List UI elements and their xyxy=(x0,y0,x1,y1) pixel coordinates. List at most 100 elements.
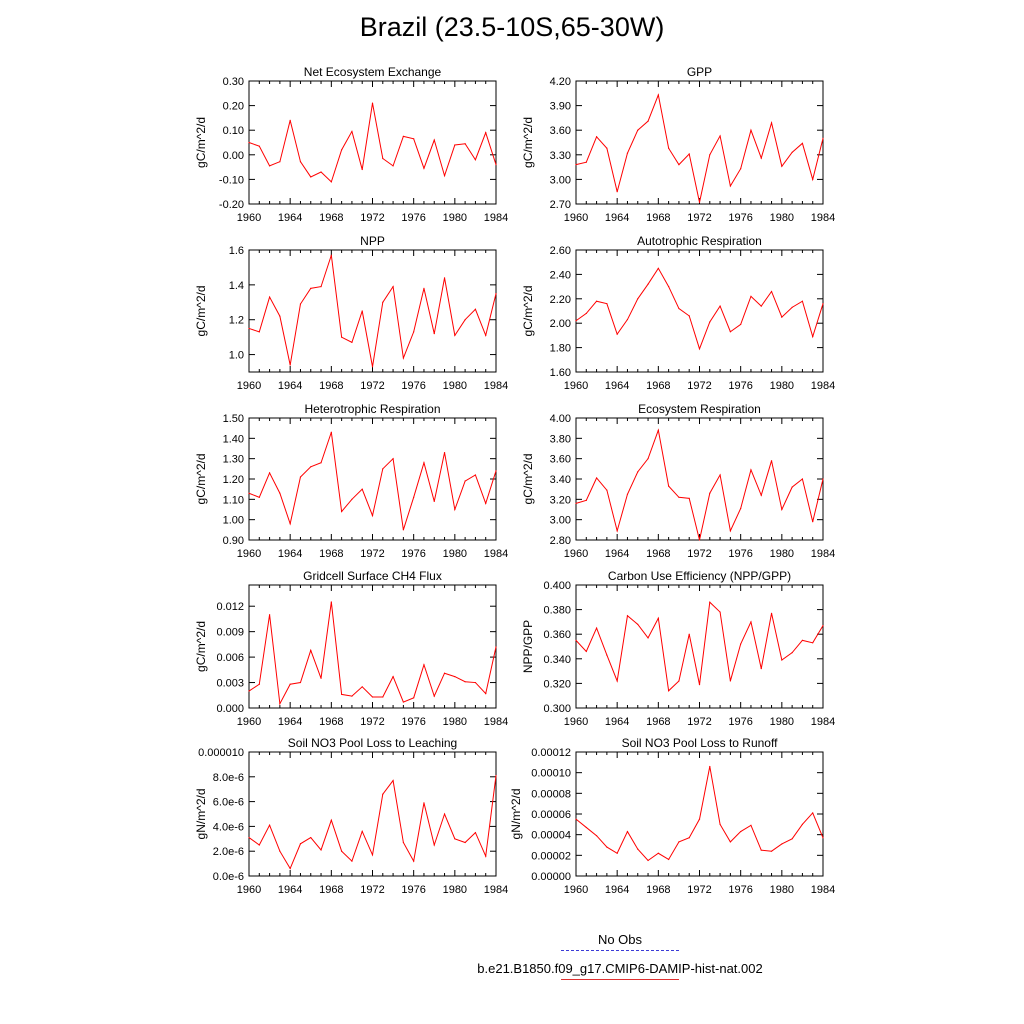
y-tick-label: 0.20 xyxy=(223,101,244,113)
data-point xyxy=(279,703,281,705)
y-axis-label: gC/m^2/d xyxy=(194,286,208,337)
data-point xyxy=(341,149,343,151)
data-point xyxy=(575,164,577,166)
y-tick-label: 6.0e-6 xyxy=(213,797,244,809)
y-tick-label: 1.30 xyxy=(223,454,244,466)
data-point xyxy=(258,496,260,498)
chart-panel-1: Net Ecosystem Exchange gC/m^2/d 1960 1964 19… xyxy=(194,65,508,224)
y-tick-label: 3.60 xyxy=(550,125,571,137)
data-point xyxy=(299,681,302,684)
data-point xyxy=(474,832,477,834)
data-point xyxy=(454,676,456,678)
data-point xyxy=(464,841,466,844)
data-point xyxy=(454,334,456,336)
x-tick-label: 1968 xyxy=(646,884,670,896)
data-point xyxy=(485,334,487,336)
chart-title: Gridcell Surface CH4 Flux xyxy=(303,569,442,583)
data-point xyxy=(371,366,374,368)
y-axis-label: NPP/GPP xyxy=(521,620,535,673)
data-point xyxy=(770,850,773,852)
plot-frame xyxy=(248,249,497,373)
data-point xyxy=(770,612,773,614)
data-point xyxy=(770,290,773,293)
x-tick-label: 1968 xyxy=(319,716,343,728)
data-point xyxy=(698,539,701,541)
data-point xyxy=(709,154,711,156)
data-point xyxy=(781,508,783,511)
data-point xyxy=(709,601,711,603)
data-point xyxy=(382,468,384,470)
data-point xyxy=(299,476,302,478)
data-point xyxy=(443,175,446,177)
data-point xyxy=(595,136,598,138)
chart-title: GPP xyxy=(687,65,712,79)
y-tick-label: 1.80 xyxy=(550,343,571,355)
data-point xyxy=(495,164,497,166)
y-tick-label: 0.00008 xyxy=(531,788,571,800)
data-point xyxy=(413,331,415,333)
data-point xyxy=(464,681,466,683)
data-point xyxy=(812,812,814,814)
data-point xyxy=(474,159,477,161)
data-point xyxy=(678,307,680,310)
x-tick-label: 1984 xyxy=(484,212,508,224)
data-point xyxy=(678,841,680,843)
data-point xyxy=(698,684,701,686)
data-point xyxy=(688,315,690,317)
data-point xyxy=(606,489,608,491)
data-point xyxy=(647,637,649,639)
x-tick-label: 1964 xyxy=(278,212,302,224)
x-tick-label: 1984 xyxy=(484,716,508,728)
data-point xyxy=(668,858,670,861)
data-point xyxy=(801,300,804,302)
x-tick-label: 1976 xyxy=(401,212,425,224)
y-tick-label: -0.20 xyxy=(219,199,244,211)
y-tick-label: 3.20 xyxy=(550,494,571,506)
y-tick-label: 2.20 xyxy=(550,294,571,306)
y-tick-label: 3.80 xyxy=(550,433,571,445)
data-point xyxy=(822,303,824,305)
data-point xyxy=(474,474,477,476)
x-tick-label: 1984 xyxy=(811,884,835,896)
x-tick-label: 1976 xyxy=(401,380,425,392)
x-tick-label: 1980 xyxy=(443,380,467,392)
data-point xyxy=(279,492,281,494)
data-point xyxy=(392,165,394,167)
data-point xyxy=(812,336,814,338)
data-point xyxy=(330,181,332,183)
y-tick-label: 0.012 xyxy=(216,601,244,613)
data-point xyxy=(341,850,343,852)
y-tick-label: 0.0e-6 xyxy=(213,871,244,883)
data-point xyxy=(657,267,659,269)
data-point xyxy=(392,286,394,288)
data-point xyxy=(791,838,793,840)
y-axis-label: gN/m^2/d xyxy=(509,789,523,840)
data-point xyxy=(637,623,639,625)
legend-model-label: b.e21.B1850.f09_g17.CMIP6-DAMIP-hist-nat… xyxy=(477,961,763,976)
x-tick-label: 1964 xyxy=(605,548,629,560)
data-point xyxy=(320,849,322,851)
x-tick-label: 1964 xyxy=(605,380,629,392)
data-point xyxy=(791,151,793,153)
data-point xyxy=(709,492,711,494)
data-point xyxy=(495,646,497,648)
data-point xyxy=(698,348,701,350)
y-tick-label: 3.00 xyxy=(550,515,571,527)
chart-panel-3: NPP gC/m^2/d 1960 1964 1968 1972 1976 1980 1984 1… xyxy=(194,234,508,392)
x-tick-label: 1960 xyxy=(237,716,261,728)
y-tick-label: 8.0e-6 xyxy=(213,772,244,784)
plot-frame xyxy=(575,249,824,373)
data-point xyxy=(268,824,271,826)
data-point xyxy=(330,819,332,821)
data-point xyxy=(760,157,762,159)
data-point xyxy=(740,507,742,510)
x-tick-label: 1972 xyxy=(687,716,711,728)
data-point xyxy=(402,357,404,359)
x-tick-label: 1968 xyxy=(646,212,670,224)
data-point xyxy=(433,844,435,846)
data-point xyxy=(709,765,711,768)
data-point xyxy=(595,627,598,629)
data-point xyxy=(626,493,629,495)
data-point xyxy=(616,530,618,532)
x-tick-label: 1984 xyxy=(484,380,508,392)
